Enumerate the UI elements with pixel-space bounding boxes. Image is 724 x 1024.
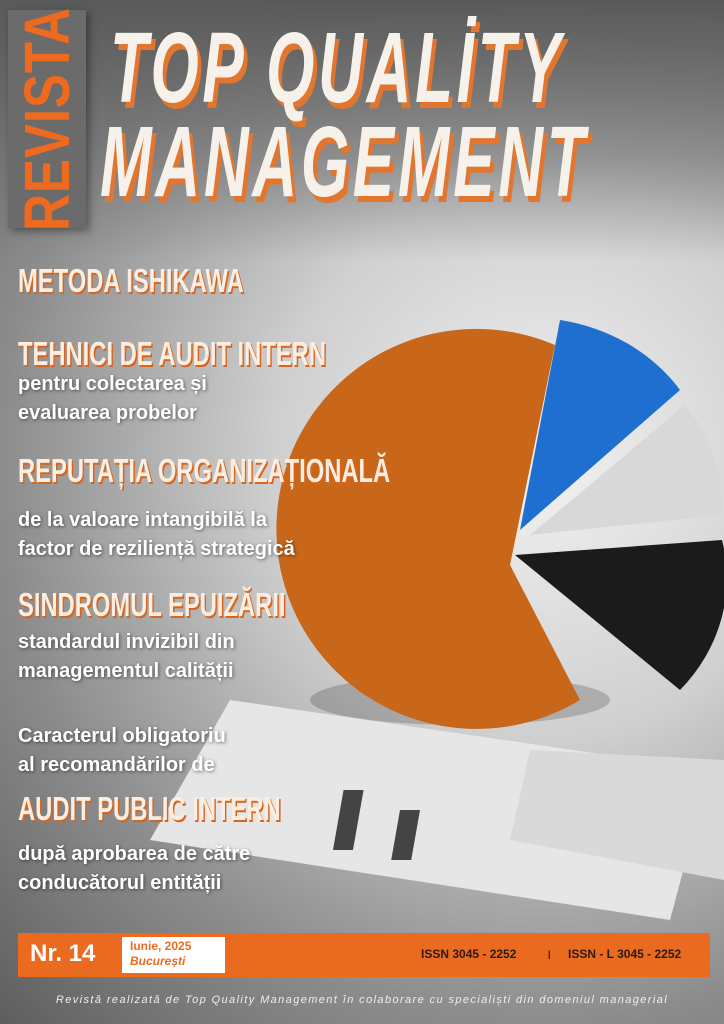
footer-note: Revistă realizată de Top Quality Managem… <box>55 994 669 1006</box>
pie-slice-orange <box>276 328 580 729</box>
issue-date-box: Iunie, 2025 București <box>122 937 225 973</box>
pie-slice-blue <box>520 320 680 530</box>
subtitle-audit-intern: pentru colectarea și evaluarea probelor <box>18 370 207 428</box>
headline-sindromul: SINDROMUL EPUIZĂRII <box>18 586 286 623</box>
headline-reputatia: REPUTAȚIA ORGANIZAȚIONALĂ <box>18 452 391 489</box>
issue-info-bar: Nr. 14 Iunie, 2025 București ISSN 3045 -… <box>18 933 710 977</box>
pretitle-audit-public: Caracterul obligatoriu al recomandărilor… <box>18 722 226 780</box>
subtitle-line: conducătorul entității <box>18 872 222 894</box>
pie-slice-black <box>515 540 724 690</box>
headline-audit-public: AUDIT PUBLIC INTERN <box>18 790 281 827</box>
subtitle-line: standardul invizibil din <box>18 631 235 653</box>
masthead-title-line1: TOP QUALİTY <box>110 12 565 124</box>
subtitle-line: managementul calității <box>18 660 234 682</box>
document-papers-illustration <box>150 700 724 920</box>
pie-slice-grey <box>530 405 723 535</box>
issn-separator: | <box>548 949 551 959</box>
subtitle-line: evaluarea probelor <box>18 402 197 424</box>
headline-audit-intern: TEHNICI DE AUDIT INTERN <box>18 335 327 372</box>
background-shade <box>0 0 724 260</box>
pretitle-line: al recomandărilor de <box>18 754 215 776</box>
subtitle-line: după aprobarea de către <box>18 843 251 865</box>
issue-city: București <box>130 954 186 968</box>
revista-text: REVISTA <box>11 7 83 231</box>
pie-chart-illustration <box>276 320 724 729</box>
subtitle-audit-public: după aprobarea de către conducătorul ent… <box>18 840 250 898</box>
subtitle-line: factor de reziliență strategică <box>18 538 295 560</box>
revista-label: REVISTA <box>8 7 86 231</box>
subtitle-line: pentru colectarea și <box>18 373 207 395</box>
pretitle-line: Caracterul obligatoriu <box>18 725 226 747</box>
headline-ishikawa: METODA ISHIKAWA <box>18 262 244 299</box>
issue-date: Iunie, 2025 <box>130 939 192 953</box>
masthead-title-line2: MANAGEMENT <box>100 106 589 218</box>
subtitle-line: de la valoare intangibilă la <box>18 509 267 531</box>
issue-number: Nr. 14 <box>30 940 96 967</box>
issn-l: ISSN - L 3045 - 2252 <box>568 947 682 961</box>
issn: ISSN 3045 - 2252 <box>421 947 517 961</box>
subtitle-reputatia: de la valoare intangibilă la factor de r… <box>18 506 295 564</box>
subtitle-sindromul: standardul invizibil din managementul ca… <box>18 628 235 686</box>
